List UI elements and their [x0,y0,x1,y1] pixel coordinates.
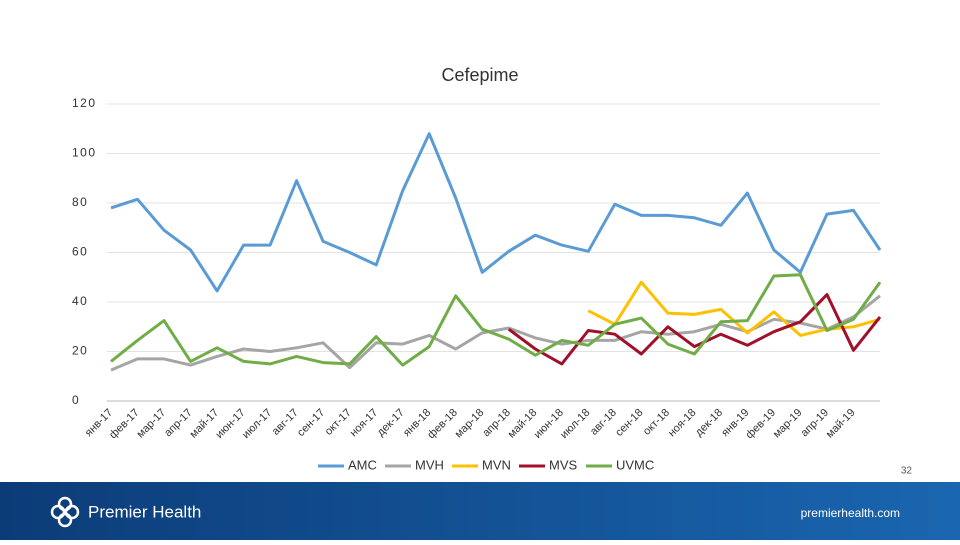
x-tick-label: дек-17 [375,407,407,439]
y-tick-label: 20 [72,344,88,358]
x-tick-label: сен-18 [613,407,645,439]
y-tick-label: 60 [72,245,88,259]
series-line [110,273,882,367]
logo [50,496,80,528]
legend-label: MVN [482,457,511,472]
x-tick-label: авг-17 [270,407,301,438]
x-tick-label: фев-19 [744,407,779,442]
legend-label: UVMC [616,457,654,472]
chart-title: Cefepime [441,65,518,85]
x-tick-label: июл-17 [240,407,274,441]
y-tick-label: 40 [72,294,88,308]
y-tick-label: 80 [72,195,88,209]
y-tick-label: 0 [72,393,80,407]
x-tick-label: мар-17 [134,407,168,441]
page-number: 32 [901,466,913,477]
brand: Premier Health [88,502,201,521]
y-tick-label: 100 [72,146,97,160]
x-tick-label: мар-19 [771,407,805,441]
x-tick-label: ноя-18 [666,407,699,440]
legend-label: AMC [348,457,377,472]
plot: 020406080100120янв-17фев-17мар-17апр-17м… [72,96,882,472]
legend-label: MVH [415,457,444,472]
series-line [110,132,882,293]
x-tick-label: сен-17 [295,407,327,439]
x-tick-label: дек-18 [693,407,725,439]
x-tick-label: июл-18 [558,407,592,441]
series-line [507,293,882,366]
x-tick-label: фев-18 [425,407,460,442]
x-tick-label: ноя-17 [348,407,381,440]
x-tick-label: фев-17 [107,407,142,442]
x-tick-label: май-19 [824,407,858,441]
x-tick-label: мар-18 [453,407,487,441]
x-tick-label: авг-18 [588,407,619,438]
footer-bar [0,482,960,540]
legend-label: MVS [549,457,578,472]
y-tick-label: 120 [72,96,97,110]
url: premierhealth.com [801,506,900,520]
